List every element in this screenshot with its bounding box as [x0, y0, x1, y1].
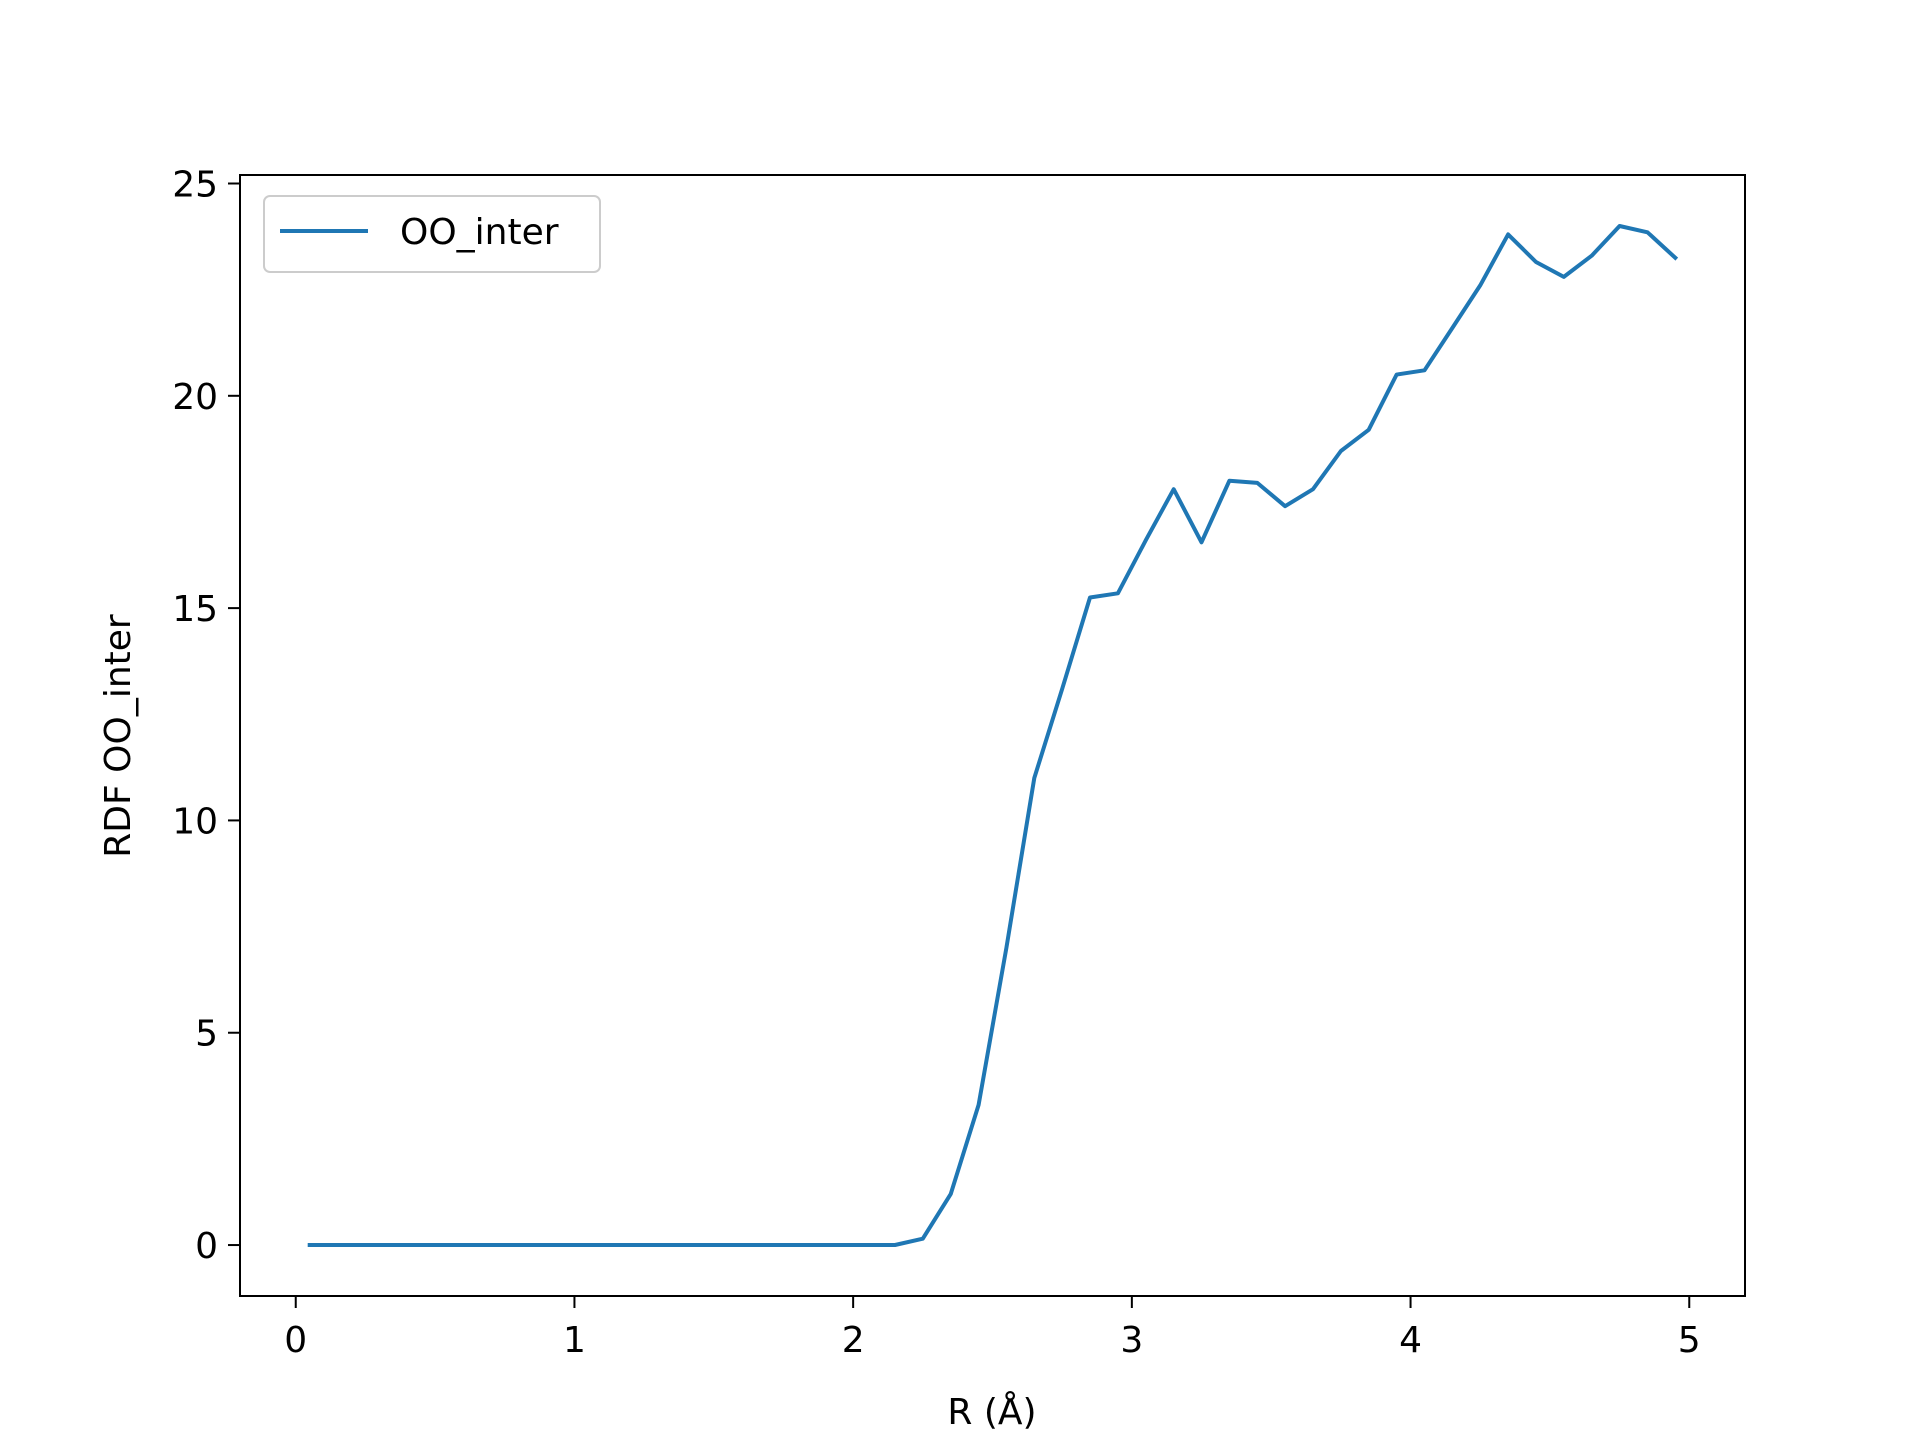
x-tick-label: 1 — [563, 1320, 586, 1361]
plot-frame — [239, 174, 1746, 1297]
legend: OO_inter — [263, 195, 601, 273]
y-tick-label: 0 — [195, 1226, 218, 1267]
y-tick-label: 10 — [172, 801, 218, 842]
legend-label: OO_inter — [400, 212, 559, 253]
y-axis-label: RDF OO_inter — [98, 614, 139, 858]
x-tick-label: 5 — [1678, 1320, 1701, 1361]
legend-box — [263, 195, 601, 273]
y-tick-label: 15 — [172, 589, 218, 630]
x-tick-label: 2 — [842, 1320, 865, 1361]
x-tick-label: 3 — [1120, 1320, 1143, 1361]
y-axis-ticks: 0 5 10 15 20 25 — [172, 164, 240, 1267]
y-tick-label: 25 — [172, 164, 218, 205]
x-tick-label: 4 — [1399, 1320, 1422, 1361]
x-axis-ticks: 0 1 2 3 4 5 — [284, 1296, 1701, 1361]
x-axis-label: R (Å) — [947, 1390, 1036, 1433]
series-line-oo-inter — [307, 224, 1679, 1247]
y-tick-label: 5 — [195, 1014, 218, 1055]
x-tick-label: 0 — [284, 1320, 307, 1361]
y-tick-label: 20 — [172, 377, 218, 418]
